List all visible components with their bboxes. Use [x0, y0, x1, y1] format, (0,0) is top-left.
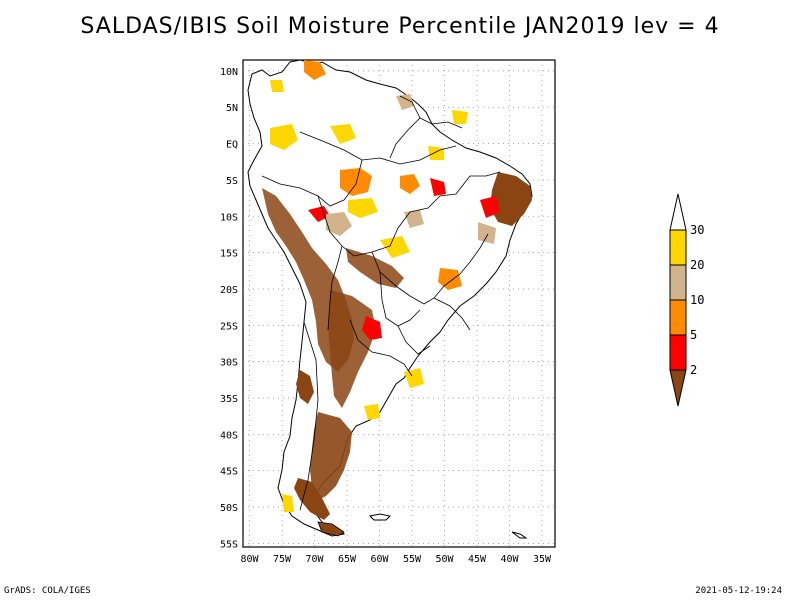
legend-swatch	[669, 334, 687, 371]
lat-label: 5N	[226, 103, 238, 114]
lat-label: 20S	[220, 285, 238, 296]
lon-label: 55W	[403, 554, 422, 565]
legend-cap-bottom	[669, 369, 687, 407]
lat-label: 25S	[220, 321, 238, 332]
lat-label: 50S	[220, 503, 238, 514]
lon-label: 60W	[370, 554, 389, 565]
lon-label: 45W	[468, 554, 487, 565]
legend-level-label: 20	[690, 258, 704, 272]
country-borders	[261, 95, 501, 511]
map-title: SALDAS/IBIS Soil Moisture Percentile JAN…	[80, 14, 720, 39]
footer-credit: GrADS: COLA/IGES	[4, 586, 91, 596]
lat-label: 15S	[220, 249, 238, 260]
legend-cap-top	[669, 193, 687, 231]
lat-label: 35S	[220, 394, 238, 405]
legend-swatch	[669, 299, 687, 336]
color-legend: 30 20 10 5 2	[669, 193, 704, 407]
lat-label: 10S	[220, 212, 238, 223]
lat-label: 40S	[220, 430, 238, 441]
lat-label: 30S	[220, 358, 238, 369]
legend-swatch	[669, 264, 687, 301]
axis-labels: 10N 5N EQ 5S 10S 15S 20S 25S 30S 35S 40S 45S 50S 55S8…	[220, 67, 552, 565]
percentile-fill	[262, 60, 532, 520]
lat-label: 10N	[220, 67, 238, 78]
falkland-islands	[368, 513, 392, 521]
footer-timestamp: 2021-05-12-19:24	[695, 586, 782, 596]
tierra-del-fuego	[317, 521, 345, 537]
legend-level-label: 2	[690, 363, 697, 377]
lon-label: 50W	[435, 554, 454, 565]
lat-label: 55S	[220, 539, 238, 550]
lon-label: 40W	[500, 554, 519, 565]
lon-label: 35W	[533, 554, 552, 565]
legend-level-label: 5	[690, 328, 697, 342]
legend-level-label: 10	[690, 293, 704, 307]
lat-label: 5S	[226, 176, 238, 187]
lat-label: 45S	[220, 467, 238, 478]
legend-level-label: 30	[690, 223, 704, 237]
south-georgia	[511, 531, 528, 539]
lon-label: 65W	[338, 554, 357, 565]
lon-label: 70W	[305, 554, 324, 565]
lat-label: EQ	[226, 140, 238, 151]
lon-label: 75W	[273, 554, 292, 565]
legend-swatch	[669, 229, 687, 266]
lon-label: 80W	[240, 554, 259, 565]
